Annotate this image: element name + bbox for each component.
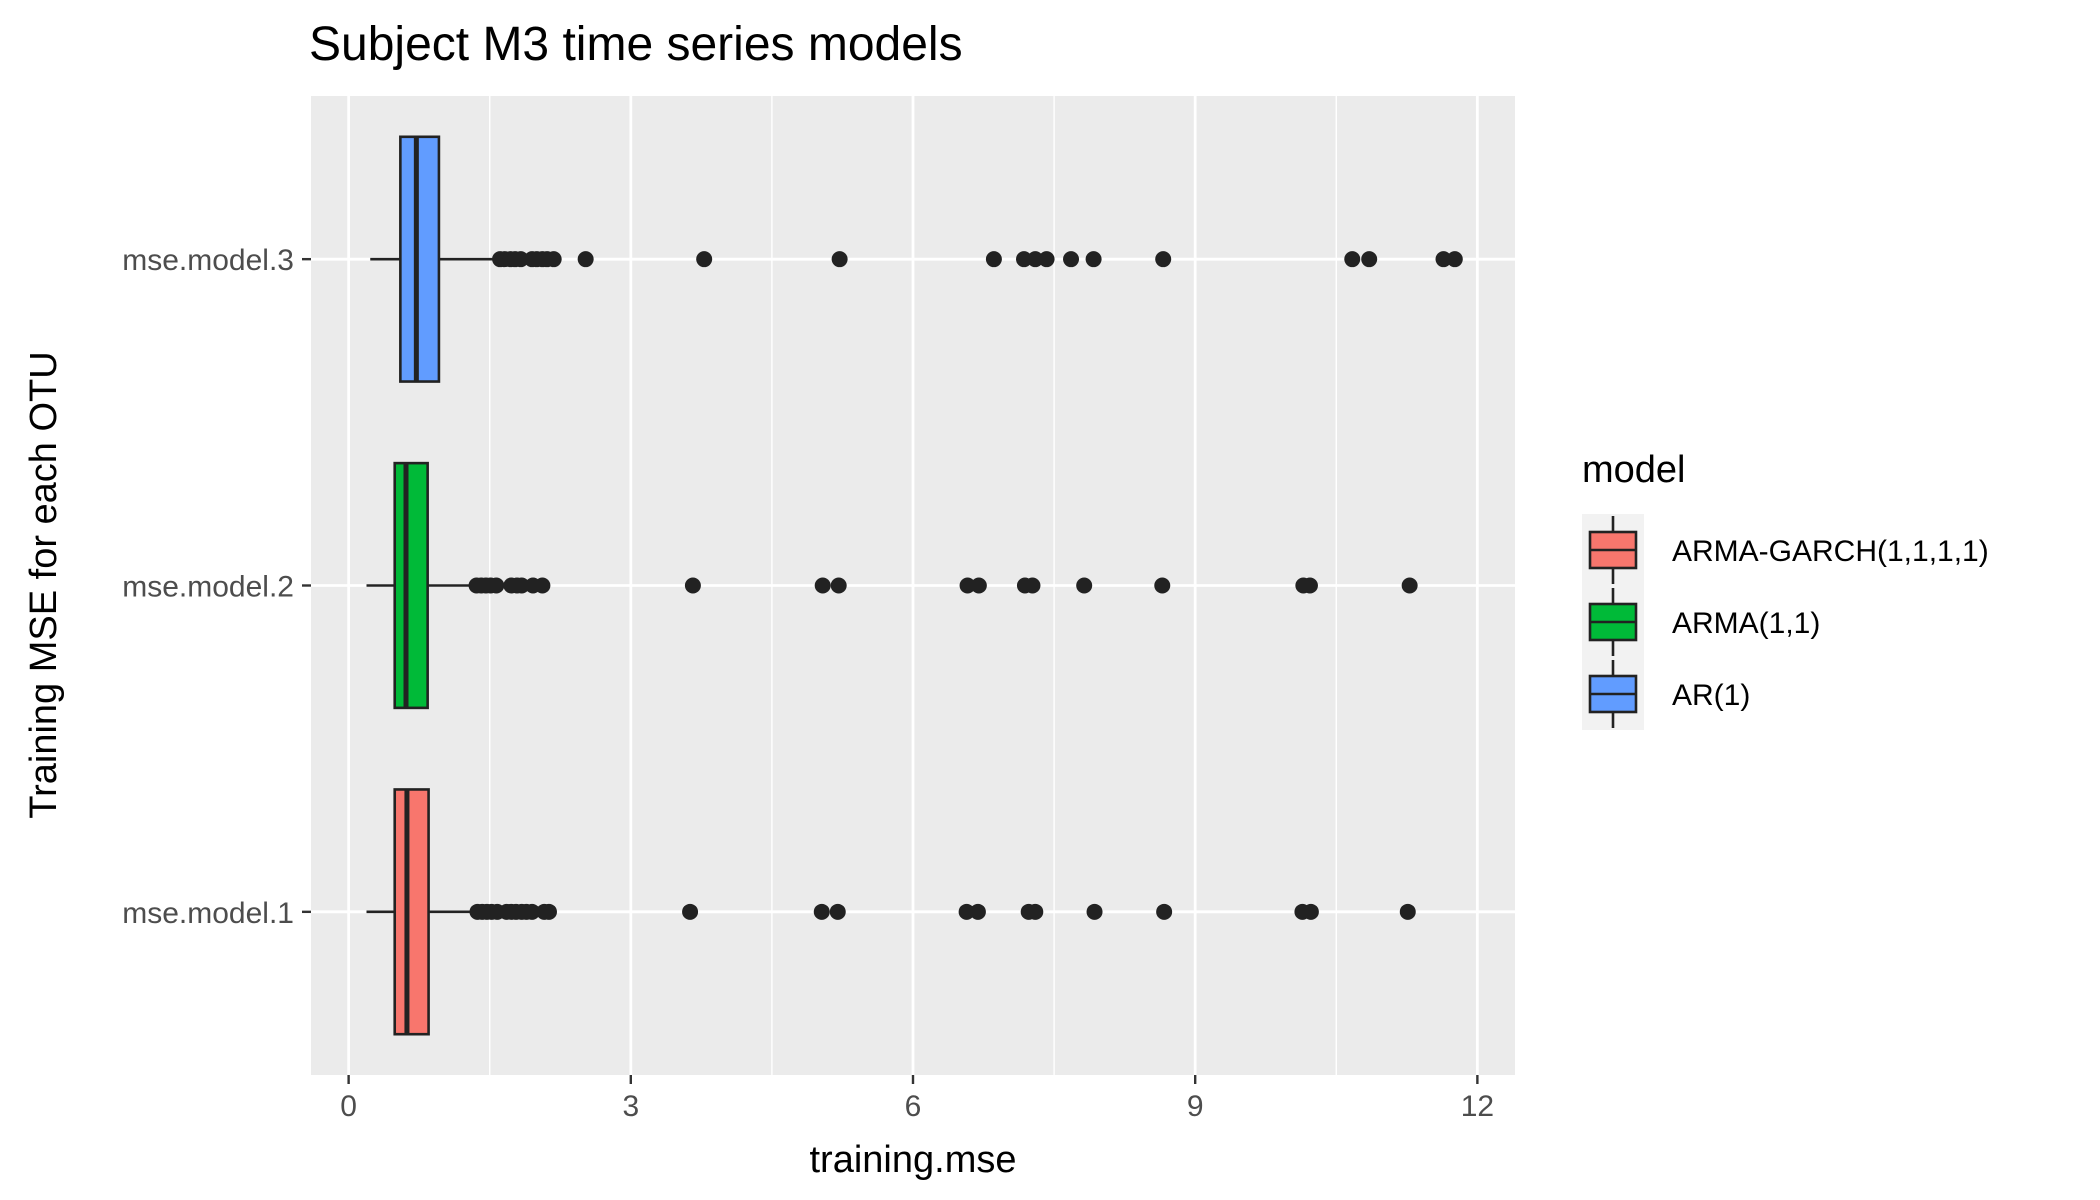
chart-title: Subject M3 time series models xyxy=(309,18,963,71)
y-axis: mse.model.1 mse.model.2 mse.model.3 xyxy=(122,244,311,930)
outlier-point xyxy=(545,251,562,268)
outlier-point xyxy=(1401,577,1418,594)
outlier-point xyxy=(1038,251,1055,268)
x-tick-label: 6 xyxy=(905,1090,922,1123)
outlier-point xyxy=(682,903,699,920)
outlier-point xyxy=(513,577,530,594)
outlier-point xyxy=(1302,903,1319,920)
legend-label: ARMA(1,1) xyxy=(1672,607,1820,640)
outlier-point xyxy=(1015,251,1032,268)
x-tick-label: 9 xyxy=(1187,1090,1204,1123)
outlier-point xyxy=(512,251,529,268)
x-axis: 0 3 6 9 12 xyxy=(340,1075,1494,1123)
outlier-point xyxy=(1344,251,1361,268)
boxplot-mse-model-3 xyxy=(370,135,1463,383)
outlier-point xyxy=(534,577,551,594)
outlier-point xyxy=(1361,251,1378,268)
outlier-point xyxy=(1076,577,1093,594)
x-tick-label: 0 xyxy=(340,1090,357,1123)
x-tick-label: 3 xyxy=(622,1090,639,1123)
outlier-point xyxy=(1063,251,1080,268)
box-layer xyxy=(366,135,1463,1036)
outlier-point xyxy=(829,903,846,920)
boxplot-mse-model-1 xyxy=(366,788,1416,1036)
outlier-point xyxy=(1027,903,1044,920)
outlier-point xyxy=(696,251,713,268)
outlier-point xyxy=(1086,903,1103,920)
y-tick-label: mse.model.3 xyxy=(122,244,294,277)
outlier-point xyxy=(684,577,701,594)
y-tick-label: mse.model.1 xyxy=(122,897,294,930)
outlier-point xyxy=(970,577,987,594)
y-axis-title: Training MSE for each OTU xyxy=(23,351,65,818)
box-iqr xyxy=(393,461,429,710)
outlier-point xyxy=(1301,577,1318,594)
outlier-point xyxy=(577,251,594,268)
y-tick-label: mse.model.2 xyxy=(122,571,294,604)
outlier-point xyxy=(1435,251,1452,268)
x-axis-title: training.mse xyxy=(810,1139,1017,1181)
legend-item: ARMA(1,1) xyxy=(1582,586,1820,658)
outlier-point xyxy=(1156,903,1173,920)
outlier-point xyxy=(1155,251,1172,268)
x-tick-label: 12 xyxy=(1461,1090,1494,1123)
outlier-point xyxy=(958,903,975,920)
legend: model ARMA-GARCH(1,1,1,1) ARMA(1,1) AR(1) xyxy=(1582,449,1989,730)
box-iqr xyxy=(399,135,441,383)
legend-item: AR(1) xyxy=(1582,658,1750,730)
outlier-point xyxy=(814,577,831,594)
outlier-point xyxy=(540,903,557,920)
legend-label: AR(1) xyxy=(1672,679,1750,712)
outlier-point xyxy=(985,251,1002,268)
outlier-point xyxy=(1024,577,1041,594)
boxplot-mse-model-2 xyxy=(366,461,1418,710)
outlier-point xyxy=(1154,577,1171,594)
outlier-point xyxy=(488,577,505,594)
outlier-point xyxy=(524,903,541,920)
box-iqr xyxy=(393,788,430,1036)
outlier-point xyxy=(813,903,830,920)
outlier-point xyxy=(1446,251,1463,268)
outlier-point xyxy=(831,251,848,268)
legend-items: ARMA-GARCH(1,1,1,1) ARMA(1,1) AR(1) xyxy=(1582,514,1989,730)
outlier-point xyxy=(959,577,976,594)
outlier-point xyxy=(1027,251,1044,268)
outlier-point xyxy=(830,577,847,594)
legend-title: model xyxy=(1582,449,1686,491)
outlier-point xyxy=(1085,251,1102,268)
outlier-point xyxy=(1399,903,1416,920)
legend-item: ARMA-GARCH(1,1,1,1) xyxy=(1582,514,1989,586)
outlier-point xyxy=(969,903,986,920)
legend-label: ARMA-GARCH(1,1,1,1) xyxy=(1672,535,1989,568)
